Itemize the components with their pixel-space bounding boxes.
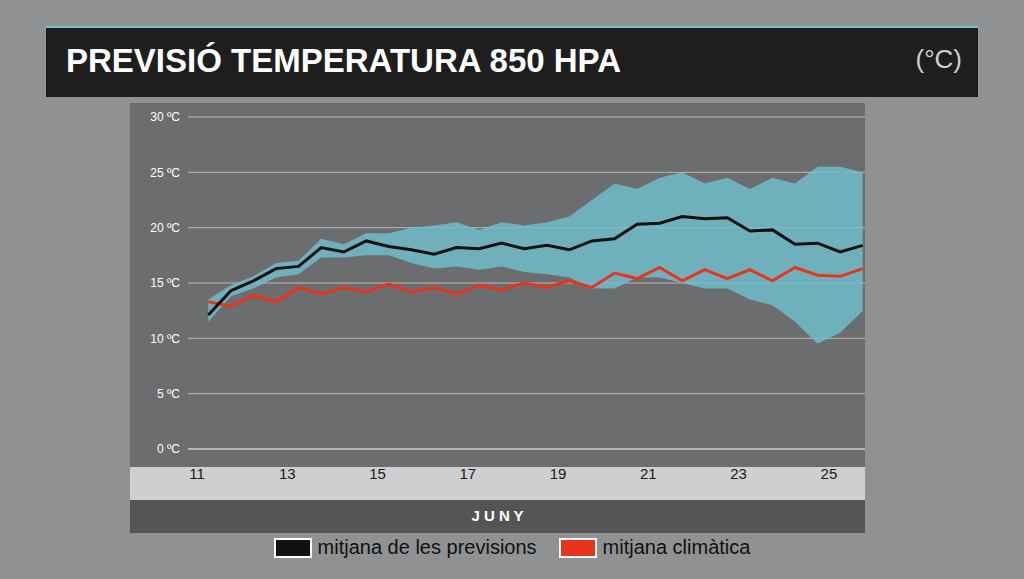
svg-text:15: 15 [369,465,386,482]
svg-text:13: 13 [279,465,296,482]
html-text:J U N Y: J U N Y [471,507,524,524]
html-text:mitjana climàtica: mitjana climàtica [602,536,751,558]
svg-text:5 ºC: 5 ºC [157,387,180,401]
svg-text:11: 11 [189,465,205,482]
svg-text:0 ºC: 0 ºC [157,442,180,456]
html-text:mitjana de les previsions: mitjana de les previsions [317,536,537,558]
svg-text:25: 25 [821,465,838,482]
html-text:PREVISIÓ TEMPERATURA 850 HPA: PREVISIÓ TEMPERATURA 850 HPA [66,42,621,79]
svg-text:15 ºC: 15 ºC [150,276,180,290]
svg-text:30 ºC: 30 ºC [150,110,180,124]
svg-text:21: 21 [640,465,657,482]
svg-text:23: 23 [730,465,747,482]
svg-text:20 ºC: 20 ºC [150,221,180,235]
svg-text:17: 17 [459,465,476,482]
svg-text:10 ºC: 10 ºC [150,332,180,346]
svg-text:19: 19 [550,465,567,482]
svg-text:25 ºC: 25 ºC [150,166,180,180]
html-text:(°C): (°C) [915,44,962,74]
